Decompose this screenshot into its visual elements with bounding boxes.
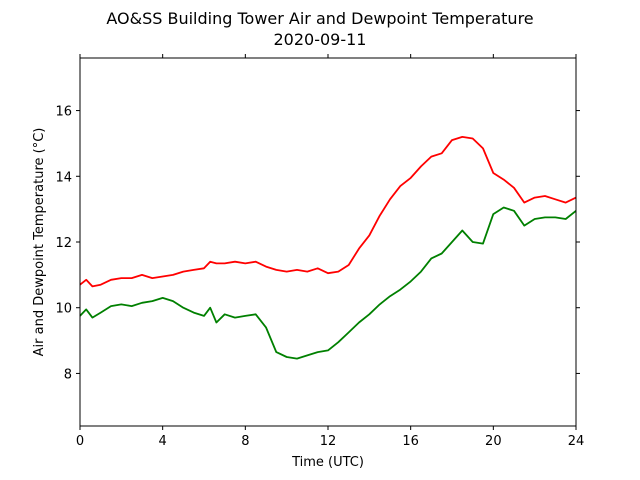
x-axis-label: Time (UTC)	[291, 455, 364, 470]
x-tick-label: 16	[402, 434, 419, 449]
series-line-1	[79, 206, 577, 360]
chart-title: AO&SS Building Tower Air and Dewpoint Te…	[106, 9, 533, 28]
x-tick-label: 24	[568, 434, 585, 449]
y-axis-ticks: 8 10 12 14 16	[55, 105, 580, 382]
x-tick-label: 4	[159, 434, 167, 449]
y-tick-label: 8	[64, 367, 72, 382]
y-tick-label: 16	[55, 105, 72, 120]
y-axis-label: Air and Dewpoint Temperature (°C)	[32, 128, 47, 357]
x-tick-label: 8	[241, 434, 249, 449]
x-tick-label: 0	[76, 434, 84, 449]
y-tick-label: 12	[55, 236, 72, 251]
plot-frame	[79, 57, 577, 427]
y-tick-label: 14	[55, 170, 72, 185]
y-tick-label: 10	[55, 302, 72, 317]
x-tick-label: 20	[485, 434, 502, 449]
x-tick-label: 12	[320, 434, 337, 449]
plot-series	[79, 136, 577, 360]
series-line-0	[79, 136, 577, 288]
x-axis-ticks: 0 4 8 12 16 20 24	[76, 54, 584, 449]
chart-subtitle: 2020-09-11	[274, 30, 367, 49]
